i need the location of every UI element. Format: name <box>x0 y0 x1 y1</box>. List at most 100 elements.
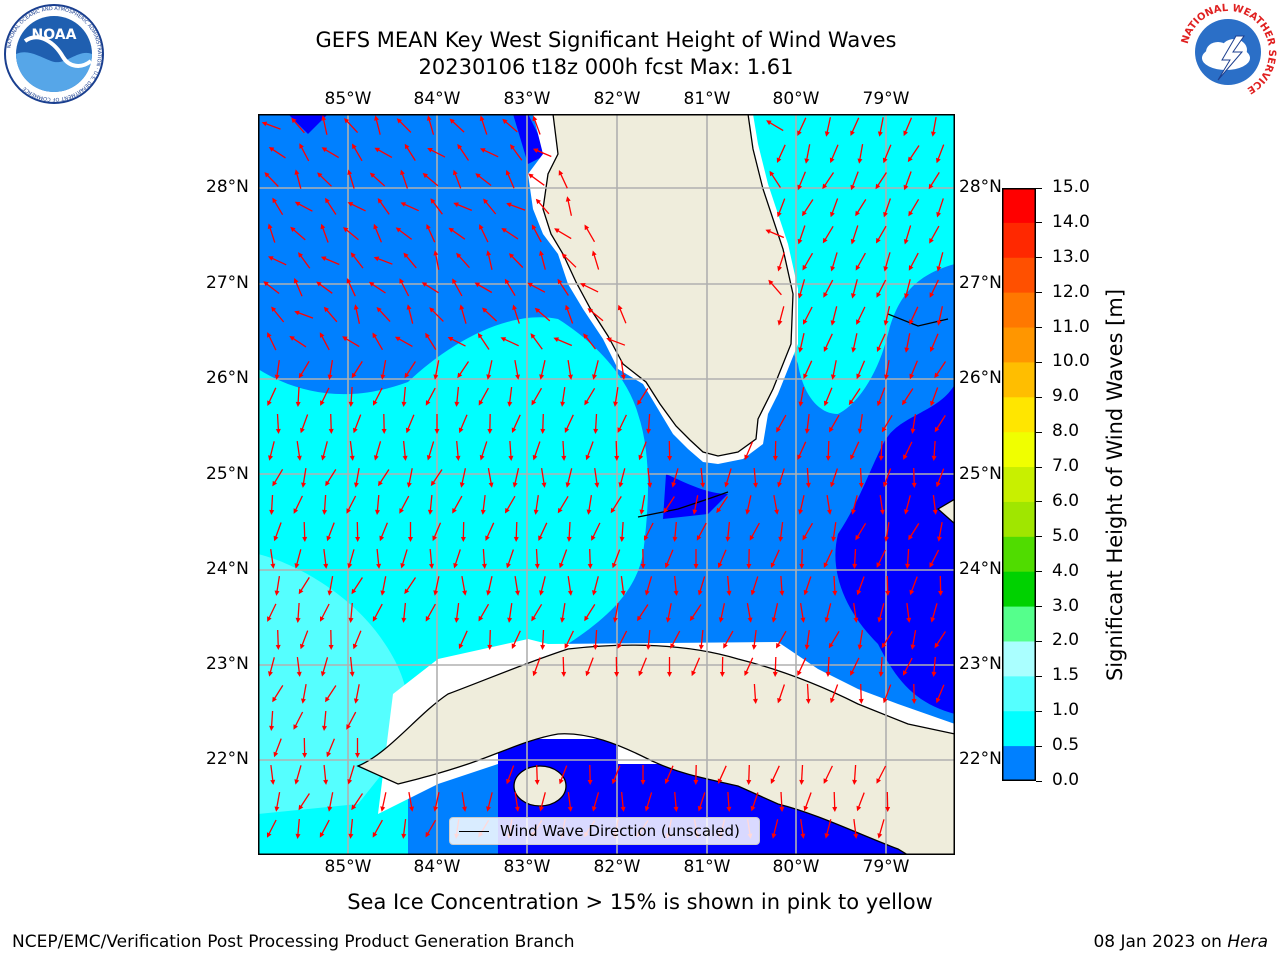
colorbar-tick <box>1036 745 1042 747</box>
wave-arrow-head <box>294 201 301 207</box>
wave-arrow-head <box>409 806 414 812</box>
wave-arrow-head <box>804 428 810 434</box>
wave-arrow-head <box>553 337 559 342</box>
colorbar-tick <box>1036 222 1042 224</box>
wave-arrow-head <box>452 278 457 284</box>
lat-label-left: 26°N <box>206 368 249 388</box>
wave-arrow-head <box>323 563 329 569</box>
wave-arrow-head <box>327 590 333 596</box>
wave-arrow <box>453 171 462 189</box>
wave-arrow-head <box>776 427 781 433</box>
wave-arrow-head <box>644 806 650 812</box>
lon-label-bottom: 83°W <box>503 857 551 877</box>
wave-arrow-head <box>323 306 329 313</box>
wave-arrow-head <box>460 537 466 542</box>
wave-arrow-head <box>421 282 428 287</box>
wave-arrow-head <box>455 455 461 461</box>
wave-arrow-head <box>587 563 593 569</box>
wave-arrow <box>803 360 813 378</box>
wave-arrow <box>857 792 865 810</box>
wave-arrow-head <box>909 589 915 596</box>
chart-title: GEFS MEAN Key West Significant Height of… <box>315 28 897 52</box>
wave-arrow-head <box>373 223 379 230</box>
wave-arrow <box>876 765 887 783</box>
wave-arrow-head <box>353 304 359 310</box>
wave-arrow-head <box>667 456 673 461</box>
wave-arrow-head <box>857 644 863 650</box>
wave-arrow <box>320 603 330 621</box>
wave-arrow-head <box>532 454 538 461</box>
wave-arrow-head <box>823 778 829 784</box>
wave-arrow-head <box>351 804 357 811</box>
wave-arrow-head <box>831 536 837 542</box>
wave-arrow-head <box>459 304 465 310</box>
colorbar-tick <box>1036 361 1042 363</box>
wave-arrow <box>931 603 938 621</box>
wave-arrow <box>584 604 596 620</box>
wave-arrow-head <box>592 590 597 596</box>
wave-arrow-head <box>620 806 626 812</box>
wave-arrow-head <box>404 372 410 379</box>
wave-arrow <box>542 413 544 433</box>
wave-arrow-head <box>802 264 808 271</box>
wave-arrow-head <box>272 696 277 703</box>
wave-arrow-head <box>585 454 591 461</box>
wave-arrow-head <box>883 697 888 704</box>
wave-arrow <box>645 792 653 810</box>
lon-label-top: 85°W <box>324 89 372 109</box>
wave-arrow-head <box>614 455 620 461</box>
wave-arrow <box>718 765 727 783</box>
wave-arrow <box>935 415 946 431</box>
wave-arrow <box>803 306 813 324</box>
wave-arrow <box>457 253 470 269</box>
wave-arrow-head <box>637 399 642 406</box>
wave-arrow <box>853 603 857 621</box>
colorbar-segment <box>1002 606 1036 642</box>
wave-arrow-head <box>903 184 909 191</box>
wave-arrow-head <box>830 481 835 488</box>
wave-arrow-head <box>747 617 753 623</box>
wave-arrow-head <box>824 833 830 839</box>
wave-arrow-head <box>665 617 671 623</box>
wave-arrow-head <box>274 374 280 380</box>
wave-arrow-head <box>617 643 622 649</box>
wave-arrow-head <box>928 183 934 190</box>
lon-label-bottom: 79°W <box>862 857 910 877</box>
wave-arrow-head <box>559 562 564 569</box>
wave-arrow-head <box>531 224 537 230</box>
wave-arrow-head <box>327 374 333 380</box>
wave-arrow-head <box>479 224 484 230</box>
wave-arrow <box>431 469 443 485</box>
wave-arrow-head <box>910 428 916 434</box>
colorbar-tick <box>1036 710 1042 712</box>
wave-arrow-head <box>848 399 854 406</box>
wave-arrow <box>426 387 436 405</box>
wave-arrow-head <box>822 237 828 244</box>
wave-arrow-head <box>502 118 508 124</box>
wave-arrow-head <box>696 535 702 541</box>
colorbar-tick <box>1036 431 1042 433</box>
wave-arrow-head <box>693 564 699 569</box>
wave-arrow <box>877 549 886 567</box>
wave-arrow-head <box>449 118 455 124</box>
wave-arrow-head <box>456 252 462 259</box>
wave-arrow-head <box>353 698 359 704</box>
wave-arrow-head <box>663 507 669 514</box>
lat-label-right: 22°N <box>959 749 1002 769</box>
colorbar-segment <box>1002 397 1036 433</box>
wave-arrow <box>532 225 542 243</box>
wave-arrow <box>267 603 277 621</box>
wave-arrow-head <box>480 509 486 515</box>
colorbar-tick-label: 0.0 <box>1052 770 1080 790</box>
wave-arrow-head <box>670 643 675 649</box>
wave-arrow-head <box>797 130 802 136</box>
wave-arrow-head <box>301 698 306 704</box>
wave-arrow <box>327 522 335 540</box>
wave-arrow-head <box>485 535 490 541</box>
wave-arrow <box>272 198 284 216</box>
wave-arrow-head <box>587 780 593 785</box>
wave-arrow-head <box>929 238 934 244</box>
wave-arrow <box>296 441 301 459</box>
wave-arrow-head <box>851 509 856 515</box>
wave-arrow-head <box>426 224 431 230</box>
